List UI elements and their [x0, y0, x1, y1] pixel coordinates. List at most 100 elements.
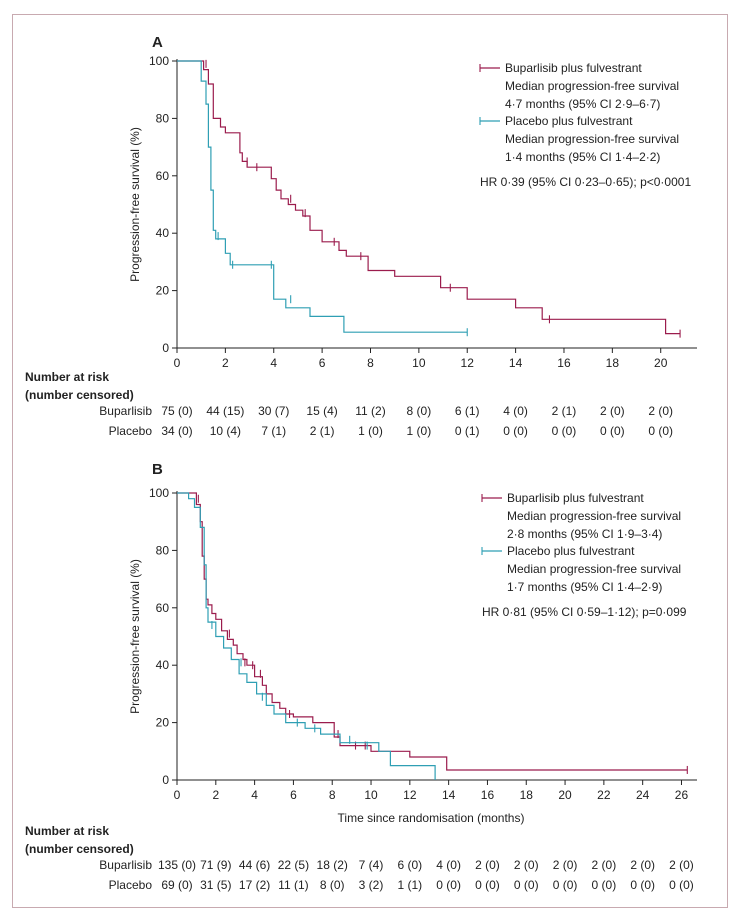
y-tick-label: 80 — [156, 543, 170, 557]
x-tick-label: 16 — [557, 356, 571, 370]
risk-cell: 8 (0) — [320, 878, 345, 892]
panel-a: A 0 20 40 60 80 100 0 2 4 6 8 10 12 14 16 18 20 Progressio… — [25, 34, 697, 438]
x-tick-label: 22 — [597, 788, 611, 802]
legend-median-value: 1·7 months (95% CI 1·4–2·9) — [507, 580, 662, 594]
risk-cell: 0 (0) — [552, 424, 577, 438]
risk-cell: 1 (0) — [358, 424, 383, 438]
x-tick-label: 2 — [222, 356, 229, 370]
risk-cell: 69 (0) — [161, 878, 192, 892]
risk-table-subheader: (number censored) — [25, 388, 134, 402]
y-tick-label: 20 — [156, 284, 170, 298]
risk-cell: 2 (0) — [514, 858, 539, 872]
x-tick-label: 14 — [442, 788, 456, 802]
hazard-ratio: HR 0·39 (95% CI 0·23–0·65); p<0·0001 — [480, 175, 691, 189]
y-tick-label: 20 — [156, 716, 170, 730]
risk-cell: 0 (0) — [648, 424, 673, 438]
risk-table-subheader: (number censored) — [25, 842, 134, 856]
risk-cell: 0 (0) — [669, 878, 694, 892]
panel-label: B — [152, 461, 163, 478]
risk-cell: 6 (1) — [455, 404, 480, 418]
risk-cell: 34 (0) — [161, 424, 192, 438]
y-tick-label: 40 — [156, 226, 170, 240]
risk-cell: 22 (5) — [278, 858, 309, 872]
risk-cell: 7 (4) — [359, 858, 384, 872]
x-tick-label: 26 — [675, 788, 689, 802]
legend-label-buparlisib: Buparlisib plus fulvestrant — [507, 491, 644, 505]
y-tick-label: 80 — [156, 111, 170, 125]
risk-cell: 1 (1) — [397, 878, 422, 892]
x-axis-label: Time since randomisation (months) — [338, 811, 525, 825]
figure-frame — [12, 14, 728, 908]
risk-cell: 0 (0) — [553, 878, 578, 892]
x-tick-label: 8 — [329, 788, 336, 802]
x-tick-label: 6 — [290, 788, 297, 802]
legend-median-value: 4·7 months (95% CI 2·9–6·7) — [505, 97, 660, 111]
x-tick-label: 10 — [412, 356, 426, 370]
risk-table-header: Number at risk — [25, 370, 109, 384]
legend-median-value: 2·8 months (95% CI 1·9–3·4) — [507, 527, 662, 541]
risk-cell: 8 (0) — [407, 404, 432, 418]
legend-median-label: Median progression-free survival — [507, 562, 681, 576]
y-tick-label: 100 — [149, 54, 169, 68]
risk-row-label: Placebo — [109, 424, 153, 438]
risk-cell: 17 (2) — [239, 878, 270, 892]
risk-cell: 30 (7) — [258, 404, 289, 418]
risk-cell: 15 (4) — [306, 404, 337, 418]
legend-median-label: Median progression-free survival — [507, 509, 681, 523]
y-tick-label: 0 — [162, 773, 169, 787]
risk-cell: 7 (1) — [261, 424, 286, 438]
legend-median-label: Median progression-free survival — [505, 79, 679, 93]
risk-cell: 11 (2) — [355, 404, 385, 418]
x-tick-label: 20 — [558, 788, 572, 802]
panel-label: A — [152, 34, 163, 51]
y-tick-label: 40 — [156, 658, 170, 672]
x-tick-label: 14 — [509, 356, 523, 370]
risk-cell: 44 (6) — [239, 858, 270, 872]
risk-cell: 31 (5) — [200, 878, 231, 892]
y-tick-label: 0 — [162, 341, 169, 355]
risk-cell: 4 (0) — [436, 858, 461, 872]
risk-cell: 2 (1) — [310, 424, 335, 438]
series-line-placebo — [177, 60, 468, 333]
risk-cell: 1 (0) — [407, 424, 432, 438]
risk-cell: 6 (0) — [397, 858, 422, 872]
x-tick-label: 6 — [319, 356, 326, 370]
risk-cell: 11 (1) — [278, 878, 308, 892]
risk-cell: 0 (0) — [475, 878, 500, 892]
y-tick-label: 100 — [149, 486, 169, 500]
risk-table-header: Number at risk — [25, 824, 109, 838]
x-tick-label: 12 — [461, 356, 475, 370]
risk-cell: 2 (0) — [592, 858, 617, 872]
risk-cell: 0 (1) — [455, 424, 480, 438]
x-tick-label: 0 — [174, 356, 181, 370]
y-axis-label: Progression-free survival (%) — [128, 127, 142, 282]
risk-cell: 0 (0) — [514, 878, 539, 892]
legend-label-placebo: Placebo plus fulvestrant — [507, 544, 635, 558]
risk-cell: 2 (0) — [475, 858, 500, 872]
risk-row-label: Buparlisib — [99, 404, 152, 418]
x-tick-label: 0 — [174, 788, 181, 802]
risk-row-label: Placebo — [109, 878, 153, 892]
risk-cell: 0 (0) — [630, 878, 655, 892]
x-tick-label: 4 — [270, 356, 277, 370]
hazard-ratio: HR 0·81 (95% CI 0·59–1·12); p=0·099 — [482, 605, 687, 619]
risk-cell: 44 (15) — [206, 404, 244, 418]
risk-cell: 2 (0) — [553, 858, 578, 872]
risk-cell: 18 (2) — [317, 858, 348, 872]
risk-cell: 2 (0) — [648, 404, 673, 418]
x-tick-label: 10 — [364, 788, 378, 802]
risk-cell: 0 (0) — [592, 878, 617, 892]
x-tick-label: 8 — [367, 356, 374, 370]
risk-cell: 2 (0) — [600, 404, 625, 418]
risk-cell: 2 (1) — [552, 404, 577, 418]
y-tick-label: 60 — [156, 169, 170, 183]
x-tick-label: 18 — [606, 356, 620, 370]
risk-cell: 10 (4) — [210, 424, 241, 438]
risk-cell: 0 (0) — [600, 424, 625, 438]
x-tick-label: 20 — [654, 356, 668, 370]
risk-cell: 0 (0) — [503, 424, 528, 438]
risk-cell: 71 (9) — [200, 858, 231, 872]
x-tick-label: 24 — [636, 788, 650, 802]
